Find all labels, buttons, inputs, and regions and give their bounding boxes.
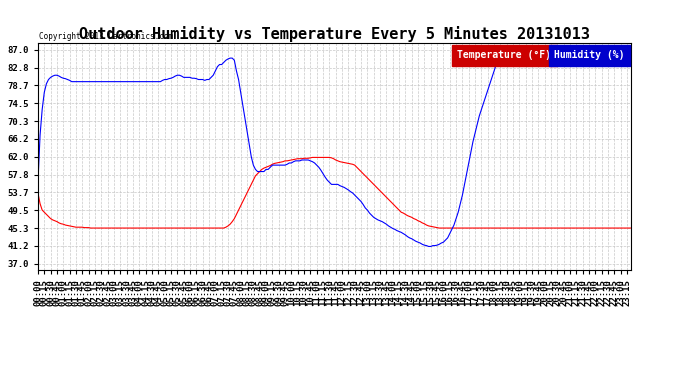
Title: Outdoor Humidity vs Temperature Every 5 Minutes 20131013: Outdoor Humidity vs Temperature Every 5 …: [79, 26, 590, 42]
Text: Copyright 2013 Cartronics.com: Copyright 2013 Cartronics.com: [39, 32, 172, 41]
Legend: Temperature (°F), Humidity (%): Temperature (°F), Humidity (%): [452, 48, 627, 62]
